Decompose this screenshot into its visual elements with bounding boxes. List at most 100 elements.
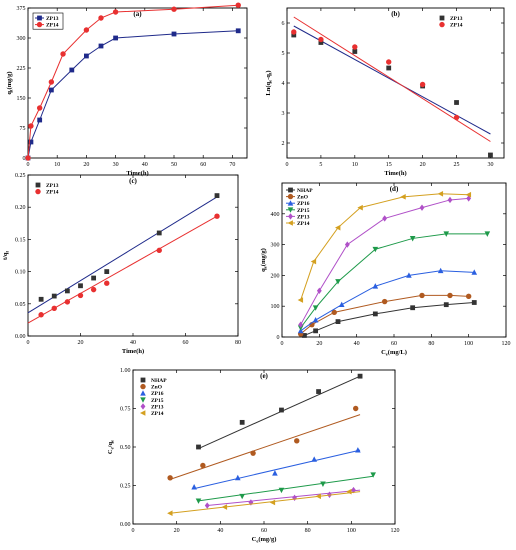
- y-tick-label: 0.50: [120, 445, 131, 451]
- data-point: [381, 298, 388, 305]
- x-tick-label: 0: [132, 528, 135, 534]
- data-point: [235, 2, 241, 8]
- x-tick-label: 60: [391, 341, 397, 347]
- data-point: [195, 498, 202, 504]
- data-point: [156, 247, 162, 254]
- data-point: [331, 309, 337, 316]
- legend-label: ZnO: [151, 385, 163, 391]
- data-point: [335, 279, 341, 285]
- series-zp14: [25, 2, 241, 161]
- series-zp13: [298, 195, 472, 328]
- x-tick-label: 30: [113, 162, 119, 168]
- y-tick-label: 0.20: [15, 205, 26, 211]
- x-tick-label: 10: [54, 162, 60, 168]
- data-point: [269, 499, 276, 506]
- data-point: [250, 450, 256, 456]
- legend-label: ZP14: [46, 190, 59, 196]
- y-tick-label: 0.05: [15, 302, 26, 308]
- data-point: [372, 283, 379, 289]
- x-tick-label: 0: [27, 340, 30, 346]
- data-point: [335, 224, 341, 231]
- data-point: [454, 100, 459, 105]
- data-point: [488, 152, 493, 158]
- legend-marker: [288, 187, 293, 193]
- data-point: [344, 241, 350, 248]
- data-point: [352, 44, 358, 50]
- legend-marker: [140, 403, 146, 410]
- data-point: [171, 6, 177, 12]
- panel-label: (d): [390, 185, 399, 193]
- y-tick-label: 3: [282, 111, 285, 117]
- data-point: [357, 373, 363, 379]
- fit-line: [27, 215, 218, 324]
- data-point: [353, 405, 359, 412]
- data-point: [272, 470, 278, 476]
- y-tick-label: 0.15: [15, 237, 26, 243]
- data-point: [310, 258, 317, 265]
- series-zp13: [25, 28, 241, 161]
- legend-marker: [36, 21, 43, 28]
- legend-label: ZP13: [46, 16, 59, 22]
- series-zp14: [291, 16, 491, 142]
- data-point: [372, 311, 378, 317]
- data-point: [84, 53, 89, 59]
- data-point: [298, 321, 304, 328]
- chart-panel: 0 20 40 60 80 100 120 0 100 200 300 400 Ce(mg/L) qe(m…: [260, 182, 511, 357]
- data-point: [239, 493, 245, 500]
- x-tick-label: 60: [200, 162, 206, 168]
- data-point: [352, 49, 358, 54]
- data-point: [313, 328, 318, 334]
- y-tick-label: 200: [271, 273, 280, 279]
- x-tick-label: 40: [130, 340, 136, 346]
- fit-line: [293, 16, 491, 142]
- legend-marker: [140, 377, 146, 383]
- y-tick-label: 150: [17, 96, 26, 102]
- y-tick-label: 5: [282, 51, 285, 57]
- data-point: [302, 333, 307, 338]
- legend-marker: [287, 193, 294, 200]
- panel-label: (b): [391, 10, 400, 18]
- x-tick-label: 80: [305, 528, 311, 534]
- chart-panel: 0 5 10 15 20 25 30 2 3 4 5 6 Time(h) Ln(qe-qt) (b) ZP13…: [265, 7, 505, 177]
- plot-frame: [27, 174, 239, 337]
- y-tick-label: 6: [282, 21, 285, 27]
- data-point: [437, 267, 444, 274]
- data-point: [338, 301, 345, 308]
- data-point: [292, 494, 297, 502]
- x-tick-label: 20: [83, 162, 89, 168]
- data-point: [443, 231, 450, 237]
- series-line: [27, 4, 239, 159]
- x-tick-label: 100: [347, 528, 356, 534]
- x-tick-label: 80: [235, 340, 241, 346]
- y-tick-label: 0.25: [120, 484, 131, 490]
- x-tick-label: 50: [171, 162, 177, 168]
- panel-label: (c): [129, 177, 137, 185]
- chart-panel: 0 20 40 60 80 0.00 0.05 0.10 0.15 0.20 0.25 Time(h)…: [2, 173, 241, 355]
- x-tick-label: 40: [354, 341, 360, 347]
- data-point: [320, 481, 326, 487]
- data-point: [171, 31, 177, 37]
- x-tick-label: 120: [391, 528, 400, 534]
- data-point: [98, 15, 104, 21]
- legend-label: ZP15: [297, 208, 310, 214]
- data-point: [406, 272, 412, 278]
- data-point: [91, 275, 97, 281]
- legend-label: NHAP: [297, 188, 313, 194]
- data-point: [355, 447, 361, 453]
- legend-marker: [439, 21, 445, 28]
- x-tick-label: 15: [386, 162, 392, 168]
- y-tick-label: 100: [271, 304, 280, 310]
- series-zp15: [297, 231, 491, 331]
- legend-label: ZP14: [297, 221, 310, 227]
- x-tick-label: 80: [428, 341, 434, 347]
- data-point: [443, 302, 449, 308]
- legend-marker: [140, 397, 146, 403]
- fit-line: [27, 196, 218, 314]
- data-point: [191, 484, 197, 490]
- y-tick-label: 75: [20, 126, 26, 132]
- data-point: [346, 488, 352, 495]
- data-point: [312, 305, 319, 311]
- fit-line: [169, 414, 361, 480]
- data-point: [38, 312, 44, 318]
- data-point: [370, 472, 376, 478]
